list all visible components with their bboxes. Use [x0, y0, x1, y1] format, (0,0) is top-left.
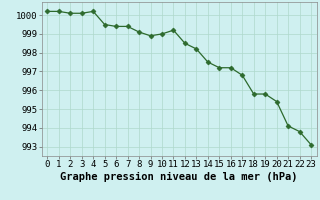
X-axis label: Graphe pression niveau de la mer (hPa): Graphe pression niveau de la mer (hPa) [60, 172, 298, 182]
